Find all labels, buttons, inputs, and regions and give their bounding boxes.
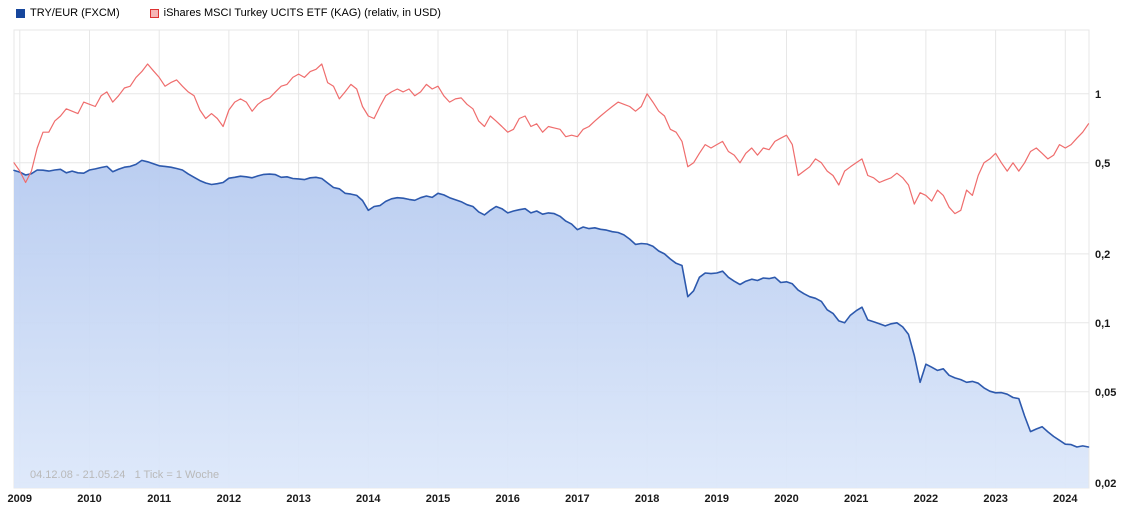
x-axis-year-label: 2017: [565, 493, 589, 505]
y-axis-price-label: 0,2: [1095, 249, 1110, 261]
x-axis-year-label: 2011: [147, 493, 171, 505]
x-axis-year-label: 2016: [495, 493, 519, 505]
legend-label-try-eur: TRY/EUR (FXCM): [30, 7, 120, 19]
x-axis-year-label: 2022: [914, 493, 938, 505]
try-eur-swatch-icon: [16, 8, 25, 18]
x-axis-year-label: 2021: [844, 493, 868, 505]
turkey-etf-line: [13, 63, 1090, 215]
x-axis-year-label: 2015: [426, 493, 450, 505]
x-axis-year-label: 2019: [705, 493, 729, 505]
x-axis-year-label: 2023: [983, 493, 1007, 505]
x-axis-year-label: 2009: [8, 493, 32, 505]
chart-range-info: 04.12.08 - 21.05.24 1 Tick = 1 Woche: [30, 469, 220, 481]
y-axis-price-label: 0,05: [1095, 387, 1116, 399]
try-eur-line: [13, 159, 1090, 448]
x-axis-year-label: 2010: [77, 493, 101, 505]
x-axis-year-label: 2014: [356, 493, 381, 505]
y-axis-price-label: 0,02: [1095, 478, 1116, 490]
x-axis-year-label: 2012: [217, 493, 241, 505]
y-axis-price-label: 1: [1095, 89, 1101, 101]
x-axis-year-label: 2013: [286, 493, 310, 505]
x-axis-year-label: 2018: [635, 493, 659, 505]
x-axis-year-label: 2024: [1053, 493, 1078, 505]
y-axis-price-label: 0,5: [1095, 158, 1110, 170]
try-eur-line-area-fill: [14, 160, 1089, 488]
legend-item-turkey-etf[interactable]: iShares MSCI Turkey UCITS ETF (KAG) (rel…: [149, 7, 441, 19]
chart-legend: TRY/EUR (FXCM) iShares MSCI Turkey UCITS…: [16, 7, 441, 19]
legend-item-try-eur[interactable]: TRY/EUR (FXCM): [16, 7, 120, 19]
legend-label-turkey-etf: iShares MSCI Turkey UCITS ETF (KAG) (rel…: [163, 7, 441, 19]
y-axis-price-label: 0,1: [1095, 318, 1110, 330]
turkey-etf-swatch-icon: [149, 8, 159, 18]
x-axis-year-label: 2020: [774, 493, 798, 505]
